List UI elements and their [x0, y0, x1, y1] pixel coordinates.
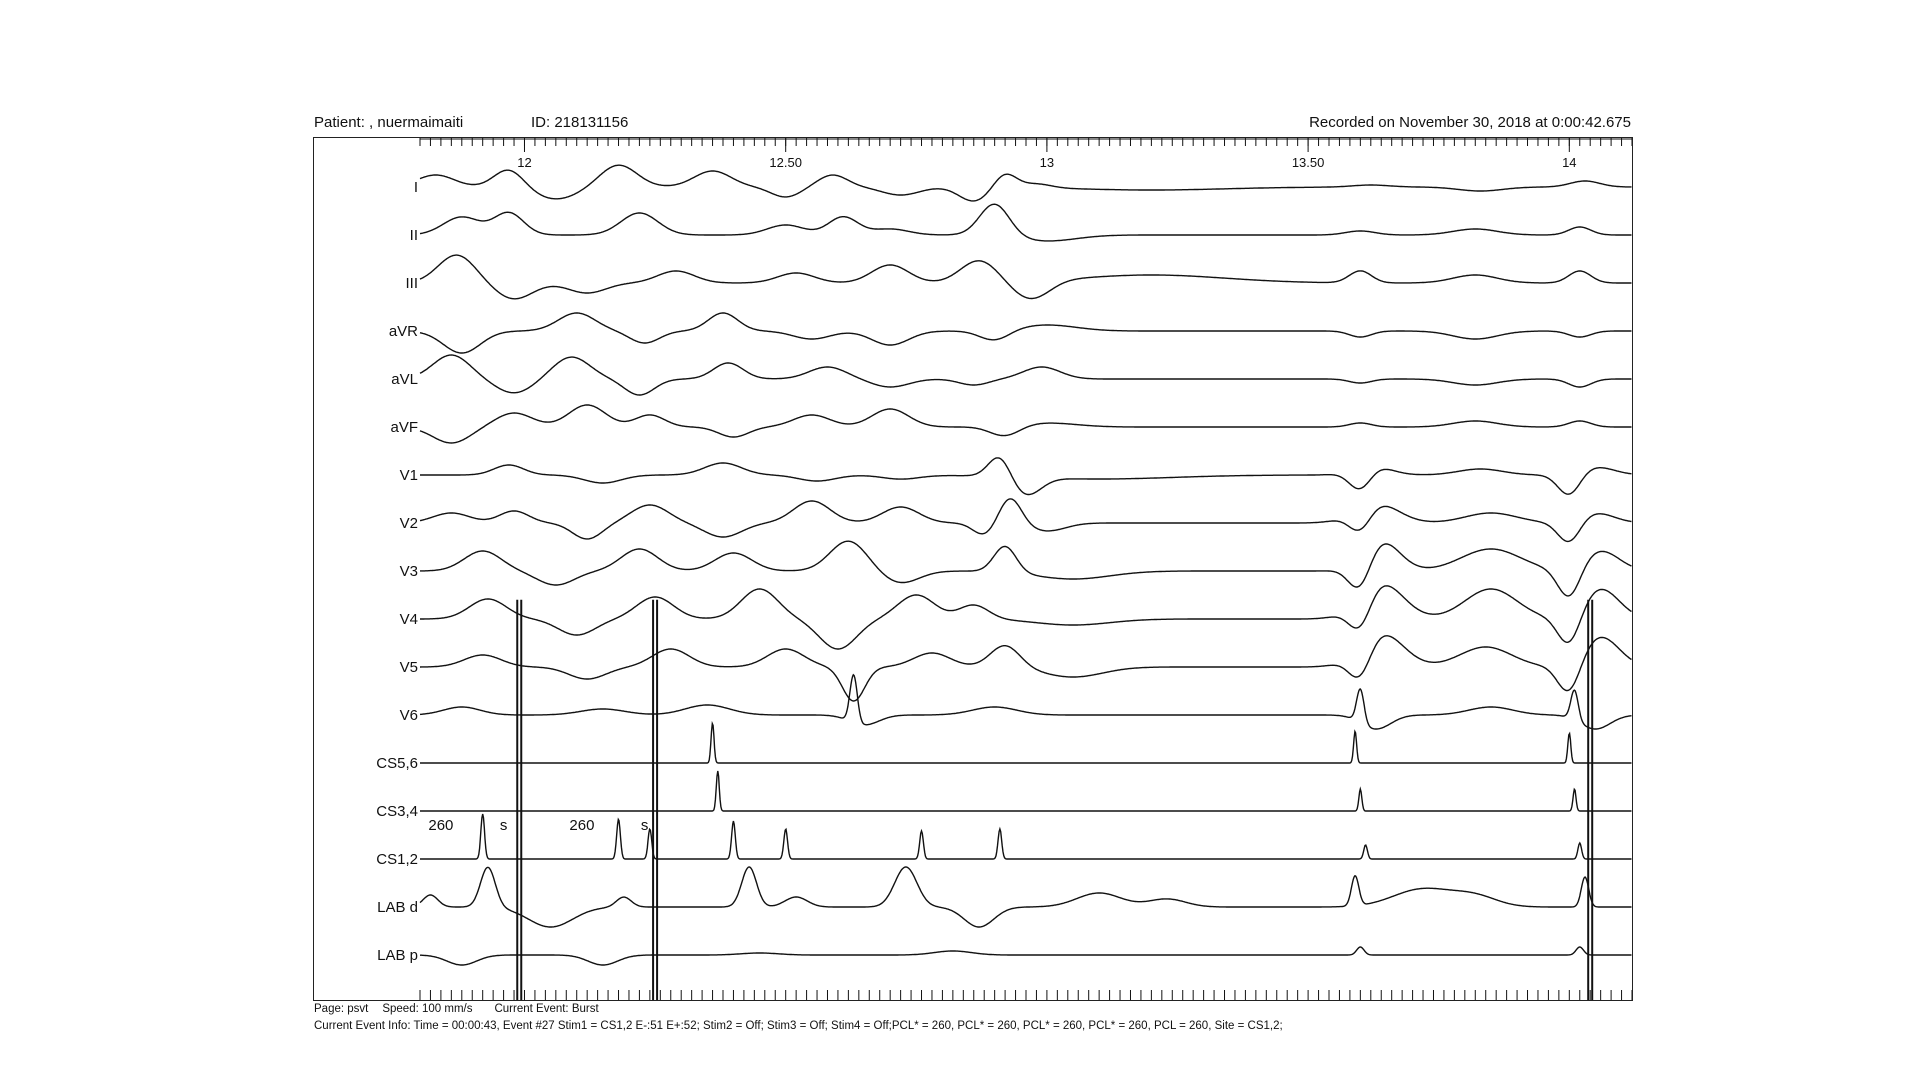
channel-label: V2	[400, 515, 418, 532]
footer-line-1: Page: psvt Speed: 100 mm/s Current Event: …	[314, 1003, 599, 1015]
trace-v1	[420, 457, 1632, 496]
channel-label: V4	[400, 611, 418, 628]
trace-v3	[420, 540, 1632, 597]
current-event-label: Current Event: Burst	[494, 1003, 599, 1015]
channel-label: II	[410, 227, 418, 244]
current-event-info: Current Event Info: Time = 00:00:43, Eve…	[314, 1020, 1283, 1032]
ecg-traces-chart: 12 12.50 13 13.50 14IIIIIIaVRaVLaVFV1V2V3V4V…	[376, 138, 1632, 1000]
cycle-length-annotation: 260	[569, 817, 594, 834]
channel-label: aVL	[391, 371, 418, 388]
trace-avl	[419, 354, 1632, 396]
channel-label: V6	[400, 707, 418, 724]
channel-label: CS3,4	[376, 803, 418, 820]
recorded-timestamp: Recorded on November 30, 2018 at 0:00:42…	[1309, 114, 1631, 131]
trace-cs1-2	[420, 813, 1632, 860]
page-name: Page: psvt	[314, 1003, 369, 1015]
cycle-length-annotation: s	[641, 817, 649, 834]
trace-avf	[419, 404, 1632, 444]
trace-iii	[419, 254, 1632, 300]
channel-label: CS1,2	[376, 851, 418, 868]
tick-label: 14	[1562, 155, 1576, 170]
channel-label: aVF	[390, 419, 418, 436]
cycle-length-annotation: 260	[428, 817, 453, 834]
trace-lab-d	[419, 866, 1632, 928]
channel-label: I	[414, 179, 418, 196]
channel-label: V3	[400, 563, 418, 580]
speed-label: Speed: 100 mm/s	[382, 1003, 473, 1015]
channel-label: aVR	[389, 323, 418, 340]
trace-avr	[419, 312, 1632, 354]
trace-i	[419, 164, 1632, 202]
trace-lab-p	[420, 946, 1632, 966]
tick-label: 12	[517, 155, 531, 170]
cycle-length-annotation: s	[500, 817, 508, 834]
channel-label: V5	[400, 659, 418, 676]
tick-label: 13.50	[1292, 155, 1325, 170]
tick-label: 12.50	[769, 155, 802, 170]
trace-cs3-4	[420, 770, 1632, 812]
trace-v5	[420, 635, 1632, 702]
trace-ii	[419, 203, 1632, 242]
patient-label: Patient: , nuermaimaiti	[314, 114, 464, 131]
trace-frame: 12 12.50 13 13.50 14 I II III aVR aVL aVF V1 V2 V3 V4 V…	[313, 137, 1633, 1001]
channel-label: LAB p	[377, 947, 418, 964]
patient-id: ID: 218131156	[531, 114, 629, 131]
channel-label: CS5,6	[376, 755, 418, 772]
tick-label: 13	[1040, 155, 1054, 170]
trace-cs5-6	[420, 720, 1632, 764]
channel-label: V1	[400, 467, 418, 484]
trace-v4	[420, 585, 1632, 650]
channel-label: LAB d	[377, 899, 418, 916]
channel-label: III	[405, 275, 418, 292]
trace-v2	[419, 498, 1632, 543]
trace-v6	[419, 673, 1632, 730]
